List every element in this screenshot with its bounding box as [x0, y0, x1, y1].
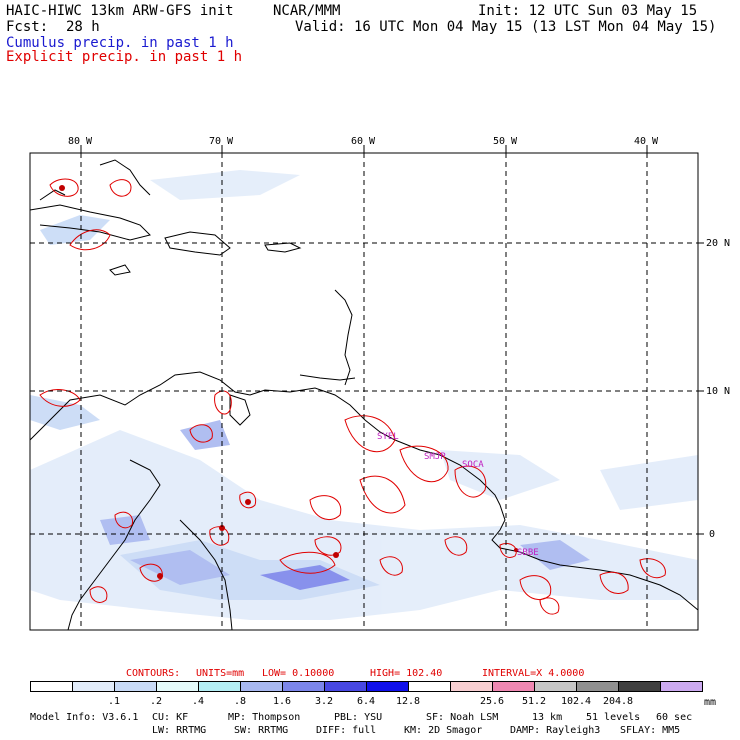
station-soca: SOCA [462, 460, 484, 470]
sflay-scheme: SFLAY: MM5 [620, 725, 681, 736]
station-syel: SYEL [377, 432, 399, 442]
colorbar-bin [72, 681, 115, 692]
map-frame [29, 152, 699, 631]
colorbar-bin [240, 681, 283, 692]
lw-scheme: LW: RRTMG [152, 725, 207, 736]
colorbar-bin [408, 681, 451, 692]
colorbar-tick-label: 12.8 [395, 696, 421, 707]
colorbar-tick-label: .1 [107, 696, 121, 707]
colorbar-tick-label: .4 [191, 696, 205, 707]
lon-label-50w: 50 W [493, 136, 518, 147]
cu-scheme: CU: KF [152, 712, 189, 723]
contours-high: HIGH= 102.40 [370, 668, 443, 679]
colorbar-bin [156, 681, 199, 692]
time-step: 60 sec [656, 712, 693, 723]
km-scheme: KM: 2D Smagor [404, 725, 483, 736]
colorbar-tick-label: .2 [149, 696, 163, 707]
colorbar-bin [450, 681, 493, 692]
axis-ticks [80, 145, 704, 535]
forecast-hour: 28 h [66, 19, 100, 35]
colorbar-bin [534, 681, 577, 692]
colorbar-bin [114, 681, 157, 692]
lat-label-10n: 10 N [706, 386, 731, 397]
colorbar-bin [324, 681, 367, 692]
coastlines [29, 159, 699, 631]
cumulus-legend: Cumulus precip. in past 1 h [6, 35, 234, 51]
colorbar-bin [282, 681, 325, 692]
graticule [30, 153, 698, 630]
model-version: Model Info: V3.6.1 [30, 712, 139, 723]
intense-cells [59, 185, 518, 579]
colorbar-bin [618, 681, 661, 692]
lon-label-80w: 80 W [68, 136, 93, 147]
diff-scheme: DIFF: full [316, 725, 377, 736]
colorbar-bin [198, 681, 241, 692]
valid-time: Valid: 16 UTC Mon 04 May 15 (13 LST Mon … [295, 19, 717, 35]
explicit-precip-contours [39, 178, 666, 615]
colorbar-tick-label: 51.2 [521, 696, 547, 707]
station-smjp: SMJP [424, 452, 446, 462]
colorbar-tick-label: 3.2 [314, 696, 334, 707]
init-time: Init: 12 UTC Sun 03 May 15 [478, 3, 698, 19]
colorbar-bin [660, 681, 703, 692]
colorbar-units: mm [704, 697, 717, 708]
colorbar-tick-label: 25.6 [479, 696, 505, 707]
colorbar-bin [576, 681, 619, 692]
contours-label: CONTOURS: [126, 668, 181, 679]
explicit-legend: Explicit precip. in past 1 h [6, 49, 243, 65]
colorbar-tick-label: .8 [233, 696, 247, 707]
contours-units: UNITS=mm [196, 668, 245, 679]
grid-spacing: 13 km [532, 712, 563, 723]
model-title: HAIC-HIWC 13km ARW-GFS init [6, 3, 234, 19]
forecast-label: Fcst: [6, 19, 49, 35]
damp-scheme: DAMP: Rayleigh3 [510, 725, 601, 736]
colorbar-tick-label: 6.4 [356, 696, 376, 707]
contours-low: LOW= 0.10000 [262, 668, 335, 679]
colorbar-tick-label: 204.8 [602, 696, 634, 707]
contours-interval: INTERVAL=X 4.0000 [482, 668, 585, 679]
lon-label-70w: 70 W [209, 136, 234, 147]
lon-label-60w: 60 W [351, 136, 376, 147]
vertical-levels: 51 levels [586, 712, 641, 723]
mp-scheme: MP: Thompson [228, 712, 301, 723]
colorbar-bin [366, 681, 409, 692]
sf-scheme: SF: Noah LSM [426, 712, 499, 723]
org-label: NCAR/MMM [273, 3, 341, 19]
station-sbbe: SBBE [517, 548, 539, 558]
sw-scheme: SW: RRTMG [234, 725, 289, 736]
colorbar-tick-label: 1.6 [272, 696, 292, 707]
lon-label-40w: 40 W [634, 136, 659, 147]
colorbar-bin [30, 681, 73, 692]
lat-label-20n: 20 N [706, 238, 731, 249]
colorbar-tick-label: 102.4 [560, 696, 592, 707]
lat-label-eq: 0 [709, 529, 716, 540]
pbl-scheme: PBL: YSU [334, 712, 383, 723]
colorbar-bin [492, 681, 535, 692]
